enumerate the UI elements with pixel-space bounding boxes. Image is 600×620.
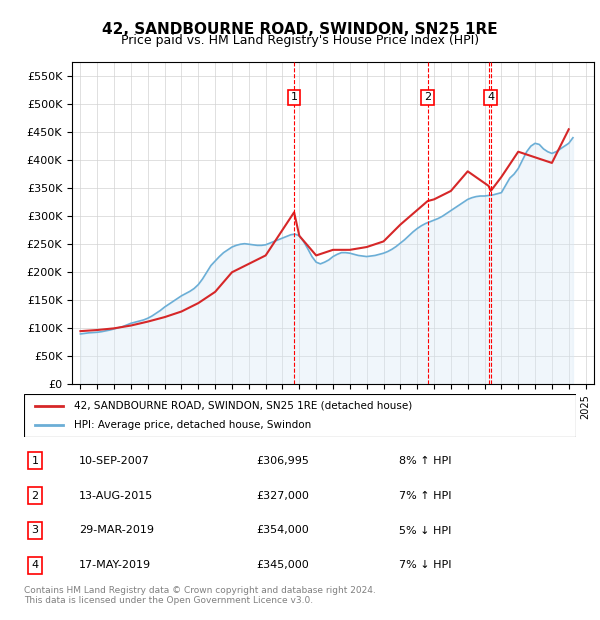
Text: 2: 2	[424, 92, 431, 102]
Text: 4: 4	[487, 92, 494, 102]
Text: £306,995: £306,995	[256, 456, 309, 466]
Text: 3: 3	[32, 526, 38, 536]
Text: £354,000: £354,000	[256, 526, 308, 536]
Text: 29-MAR-2019: 29-MAR-2019	[79, 526, 154, 536]
Text: 7% ↓ HPI: 7% ↓ HPI	[400, 560, 452, 570]
Text: 7% ↑ HPI: 7% ↑ HPI	[400, 490, 452, 500]
Text: 10-SEP-2007: 10-SEP-2007	[79, 456, 150, 466]
Text: HPI: Average price, detached house, Swindon: HPI: Average price, detached house, Swin…	[74, 420, 311, 430]
Text: 13-AUG-2015: 13-AUG-2015	[79, 490, 154, 500]
Text: Contains HM Land Registry data © Crown copyright and database right 2024.
This d: Contains HM Land Registry data © Crown c…	[24, 586, 376, 605]
Text: 8% ↑ HPI: 8% ↑ HPI	[400, 456, 452, 466]
Text: 42, SANDBOURNE ROAD, SWINDON, SN25 1RE: 42, SANDBOURNE ROAD, SWINDON, SN25 1RE	[102, 22, 498, 37]
Text: £345,000: £345,000	[256, 560, 308, 570]
Text: Price paid vs. HM Land Registry's House Price Index (HPI): Price paid vs. HM Land Registry's House …	[121, 34, 479, 47]
Text: 1: 1	[290, 92, 298, 102]
Text: 17-MAY-2019: 17-MAY-2019	[79, 560, 151, 570]
Text: 4: 4	[31, 560, 38, 570]
Text: 42, SANDBOURNE ROAD, SWINDON, SN25 1RE (detached house): 42, SANDBOURNE ROAD, SWINDON, SN25 1RE (…	[74, 401, 412, 411]
Text: 5% ↓ HPI: 5% ↓ HPI	[400, 526, 452, 536]
FancyBboxPatch shape	[24, 394, 576, 437]
Text: 1: 1	[32, 456, 38, 466]
Text: 2: 2	[31, 490, 38, 500]
Text: £327,000: £327,000	[256, 490, 309, 500]
